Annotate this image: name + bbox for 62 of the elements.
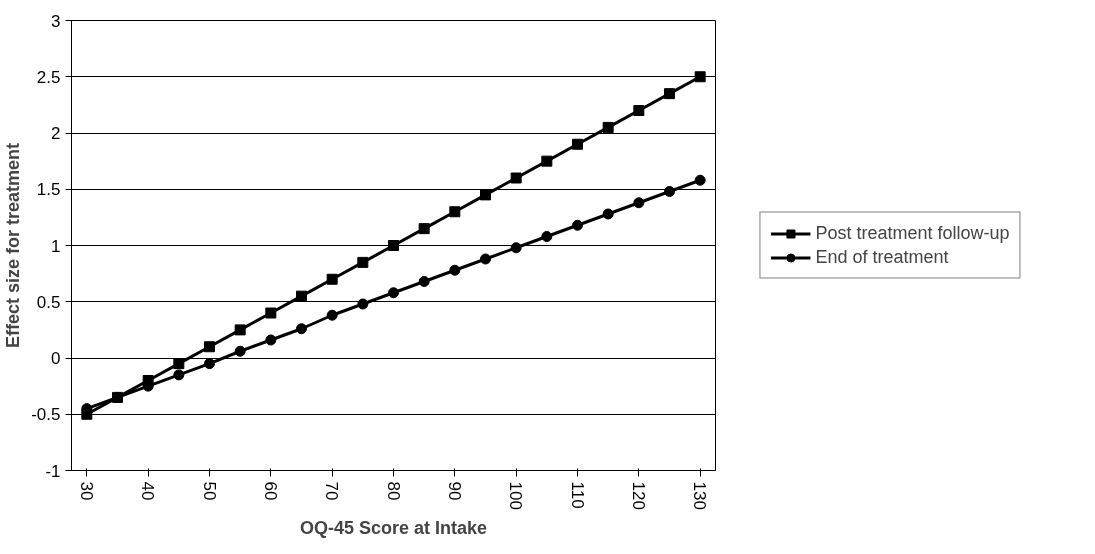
y-tick-label: 0.5 bbox=[36, 292, 61, 312]
point bbox=[572, 219, 583, 231]
point bbox=[296, 290, 307, 302]
point bbox=[480, 253, 491, 265]
y-tick-label: 2 bbox=[51, 124, 61, 143]
point bbox=[296, 323, 307, 335]
point bbox=[204, 341, 215, 353]
x-tick-label: 30 bbox=[76, 481, 96, 501]
x-tick-label: 70 bbox=[322, 481, 342, 501]
point bbox=[173, 358, 185, 370]
y-axis-title: Effect size for treatment bbox=[3, 142, 24, 349]
point bbox=[388, 240, 399, 251]
point bbox=[173, 369, 185, 381]
y-tick-label: 0 bbox=[51, 349, 61, 368]
point bbox=[234, 345, 246, 357]
x-tick-label: 80 bbox=[383, 481, 403, 501]
point bbox=[664, 186, 675, 197]
x-tick-label: 120 bbox=[628, 481, 648, 510]
point bbox=[664, 88, 675, 100]
x-tick-label: 50 bbox=[199, 481, 219, 501]
x-tick-label: 100 bbox=[506, 481, 526, 510]
point bbox=[572, 138, 583, 150]
legend-label: Post treatment follow-up bbox=[815, 222, 1010, 244]
point bbox=[541, 155, 553, 167]
point bbox=[265, 334, 277, 346]
point bbox=[541, 231, 553, 242]
point bbox=[326, 273, 338, 285]
y-tick-label: 3 bbox=[51, 11, 61, 31]
point bbox=[510, 242, 522, 254]
legend-label: End of treatment bbox=[815, 246, 949, 268]
y-tick-label: -0.5 bbox=[31, 405, 61, 425]
point bbox=[388, 287, 399, 299]
point bbox=[418, 276, 430, 287]
y-tick-label: 2.5 bbox=[36, 67, 61, 87]
x-tick-label: 40 bbox=[138, 481, 158, 501]
point bbox=[357, 298, 369, 310]
point bbox=[265, 307, 277, 319]
point bbox=[81, 408, 93, 420]
point bbox=[480, 189, 491, 201]
point bbox=[142, 375, 154, 386]
x-tick-label: 90 bbox=[444, 481, 464, 501]
x-tick-label: 110 bbox=[567, 481, 587, 509]
x-tick-label: 60 bbox=[260, 481, 280, 501]
x-tick-label: 130 bbox=[690, 481, 710, 510]
y-tick-label: -1 bbox=[45, 461, 61, 481]
y-tick-label: 1.5 bbox=[36, 180, 61, 200]
point bbox=[694, 71, 706, 83]
point bbox=[633, 105, 645, 116]
point bbox=[602, 121, 614, 133]
y-tick-label: 1 bbox=[51, 236, 61, 256]
point bbox=[418, 223, 430, 235]
point bbox=[449, 264, 461, 276]
point bbox=[602, 208, 614, 220]
x-axis-title: OQ-45 Score at Intake bbox=[299, 517, 488, 538]
point bbox=[510, 172, 522, 184]
point bbox=[234, 324, 246, 336]
point bbox=[357, 256, 369, 268]
point bbox=[204, 358, 215, 370]
point bbox=[694, 174, 706, 186]
point bbox=[633, 197, 645, 209]
point bbox=[449, 206, 461, 218]
point bbox=[326, 309, 338, 321]
